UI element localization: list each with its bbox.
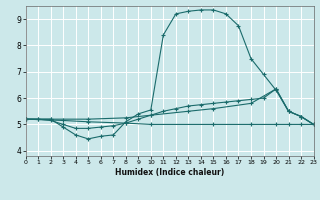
X-axis label: Humidex (Indice chaleur): Humidex (Indice chaleur) bbox=[115, 168, 224, 177]
